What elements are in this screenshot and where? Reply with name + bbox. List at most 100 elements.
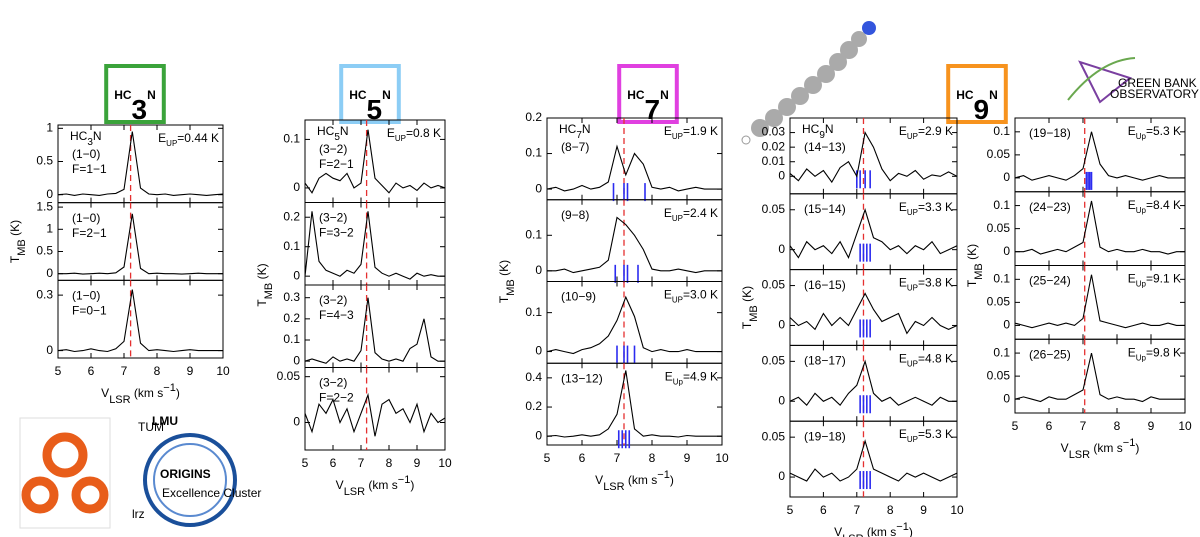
species-label-part: 5 [334, 132, 340, 143]
energy-label-part: UP [907, 359, 918, 368]
transition-label: (16−15) [804, 278, 846, 292]
x-tick-label: 8 [154, 364, 161, 378]
energy-label-part: UP [907, 207, 918, 216]
x-axis-label-part: LSR [603, 481, 624, 493]
y-tick-label: 0 [535, 181, 542, 195]
spectrum [789, 439, 958, 482]
origins-text: ORIGINS [160, 467, 211, 481]
y-axis-label: TMB (K) [497, 260, 517, 303]
transition-label: (3−2) [319, 211, 347, 225]
x-tick-label: 7 [358, 456, 365, 470]
energy-label-part: E [899, 200, 907, 214]
x-tick-label: 5 [544, 451, 551, 465]
energy-label-part: =8.4 K [1146, 198, 1181, 212]
energy-label-part: E [664, 288, 672, 302]
heading-part: 5 [367, 94, 383, 125]
y-axis-label-part: T [497, 295, 511, 303]
molecule-illustration [741, 21, 876, 145]
spectrum [58, 213, 223, 275]
x-tick-label: 5 [787, 503, 794, 517]
energy-label-part: =3.8 K [918, 276, 953, 290]
heading-frame [104, 64, 166, 124]
energy-label-part: E [1128, 198, 1136, 212]
x-axis-label: VLSR (km s−1) [336, 474, 415, 498]
spectrum [304, 129, 446, 194]
y-tick-label: 0 [293, 353, 300, 367]
panel-frame [304, 367, 446, 451]
x-tick-label: 10 [216, 364, 230, 378]
x-axis-label-part: (km s [625, 473, 658, 487]
y-tick-label: 0 [46, 266, 53, 280]
x-tick-label: 5 [1012, 419, 1019, 433]
transition-label: (15−14) [804, 202, 846, 216]
energy-label-part: E [1128, 124, 1136, 138]
heading-part: 7 [645, 94, 661, 125]
spectrum [304, 211, 445, 280]
x-axis-label-part: (km s [1090, 441, 1123, 455]
hfs-label: F=0−1 [72, 304, 107, 318]
x-axis-label-part: LSR [1069, 449, 1090, 461]
x-tick-label: 9 [187, 364, 194, 378]
spectrum [789, 292, 958, 335]
species-label: HC9N [802, 122, 834, 141]
x-tick-label: 8 [887, 503, 894, 517]
heading: HC7N [627, 88, 669, 125]
energy-label: EUp=9.8 K [1128, 345, 1181, 361]
spectrum [789, 359, 957, 407]
y-tick-label: 1.5 [36, 199, 53, 213]
energy-label-part: =3.0 K [683, 288, 718, 302]
y-tick-label: 0 [46, 343, 53, 357]
species-label-part: 3 [87, 137, 93, 148]
species-label-part: HC [559, 122, 577, 136]
y-tick-label: 1 [46, 120, 53, 134]
y-tick-label: 0.1 [993, 272, 1010, 286]
transition-label: (18−17) [804, 354, 846, 368]
x-axis-label-part: LSR [842, 533, 863, 537]
hfs-label: F=1−1 [72, 162, 107, 176]
y-tick-label: 0.5 [36, 154, 53, 168]
x-axis-label: VLSR (km s−1) [1061, 437, 1140, 461]
heading-part: HC [114, 88, 132, 102]
spectrum [1015, 200, 1185, 255]
heading-part: HC [349, 88, 367, 102]
y-tick-label: 0.5 [36, 244, 53, 258]
x-axis-label: VLSR (km s−1) [595, 469, 674, 493]
y-tick-label: 0 [1003, 391, 1010, 405]
y-tick-label: 0 [535, 428, 542, 442]
x-axis-label-part: ) [410, 478, 414, 492]
energy-label: EUp=9.1 K [1128, 272, 1181, 288]
y-tick-label: 0.05 [762, 429, 786, 443]
x-axis-label-part: V [834, 525, 842, 537]
energy-label: EUP=5.3 K [899, 427, 953, 443]
y-axis-label: TMB (K) [255, 263, 275, 306]
species-label: HC5N [317, 124, 349, 143]
y-tick-label: 0.2 [525, 110, 542, 124]
transition-label: (3−2) [319, 376, 347, 390]
energy-label-part: =9.1 K [1146, 272, 1181, 286]
y-tick-label: 0.05 [762, 202, 786, 216]
y-tick-label: 0 [778, 242, 785, 256]
x-axis-label-part: ) [909, 525, 913, 537]
y-tick-label: 0.05 [987, 147, 1011, 161]
heading: HC9N [956, 88, 998, 125]
x-axis-label-part: −1 [163, 382, 176, 394]
energy-label-part: =5.3 K [1146, 124, 1181, 138]
energy-label: EUP=3.0 K [664, 288, 718, 304]
transition-label: (3−2) [319, 142, 347, 156]
species-label-part: N [825, 122, 834, 136]
heading-part: 9 [974, 94, 990, 125]
energy-label-part: E [158, 131, 166, 145]
energy-label-part: E [899, 124, 907, 138]
spectrum [304, 392, 446, 437]
y-axis-label-part: T [965, 279, 979, 287]
y-tick-label: 0 [1003, 170, 1010, 184]
energy-label-part: E [1128, 272, 1136, 286]
panel-frame [789, 420, 958, 498]
energy-label: EUP=2.9 K [899, 124, 953, 140]
spectrum [546, 295, 722, 355]
y-tick-label: 0 [293, 180, 300, 194]
gbo-logo: GREEN BANK OBSERVATORY [1067, 57, 1199, 104]
spectrum [57, 131, 224, 196]
energy-label-part: =4.9 K [683, 369, 718, 383]
x-axis-label-part: ) [176, 386, 180, 400]
